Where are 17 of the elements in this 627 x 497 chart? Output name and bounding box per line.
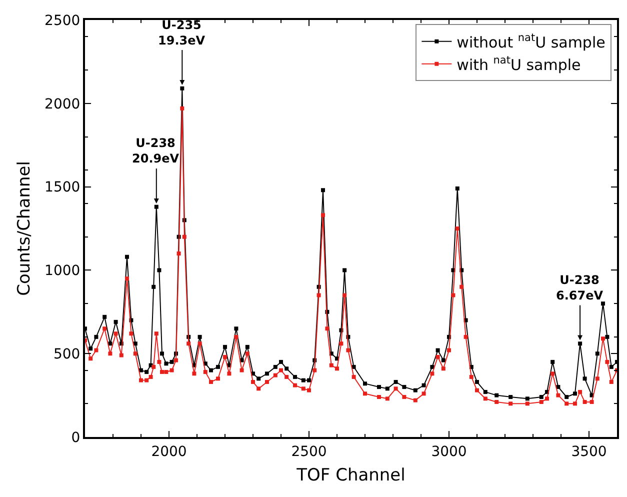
y-tick-label: 2500 bbox=[44, 12, 80, 29]
annotation: U-238 20.9eV bbox=[132, 136, 180, 166]
annotation: U-235 19.3eV bbox=[158, 18, 206, 48]
y-tick-label: 1500 bbox=[44, 180, 80, 196]
x-tick-label: 2500 bbox=[291, 444, 327, 460]
y-axis-title: Counts/Channel bbox=[14, 161, 35, 296]
y-tick-label: 2000 bbox=[44, 96, 80, 112]
y-tick-label: 1000 bbox=[44, 263, 80, 280]
x-axis-title: TOF Channel bbox=[296, 466, 406, 486]
annotation: U-238 6.67eV bbox=[556, 273, 604, 303]
x-tick-label: 3500 bbox=[571, 444, 607, 460]
y-tick-label: 500 bbox=[53, 346, 80, 362]
legend-label: with $^{nat}$U sample bbox=[456, 54, 581, 74]
x-tick-label: 2000 bbox=[151, 444, 187, 460]
legend-label: without $^{nat}$U sample bbox=[456, 32, 606, 52]
x-tick-label: 3000 bbox=[431, 444, 467, 460]
y-tick-label: 0 bbox=[71, 430, 80, 446]
